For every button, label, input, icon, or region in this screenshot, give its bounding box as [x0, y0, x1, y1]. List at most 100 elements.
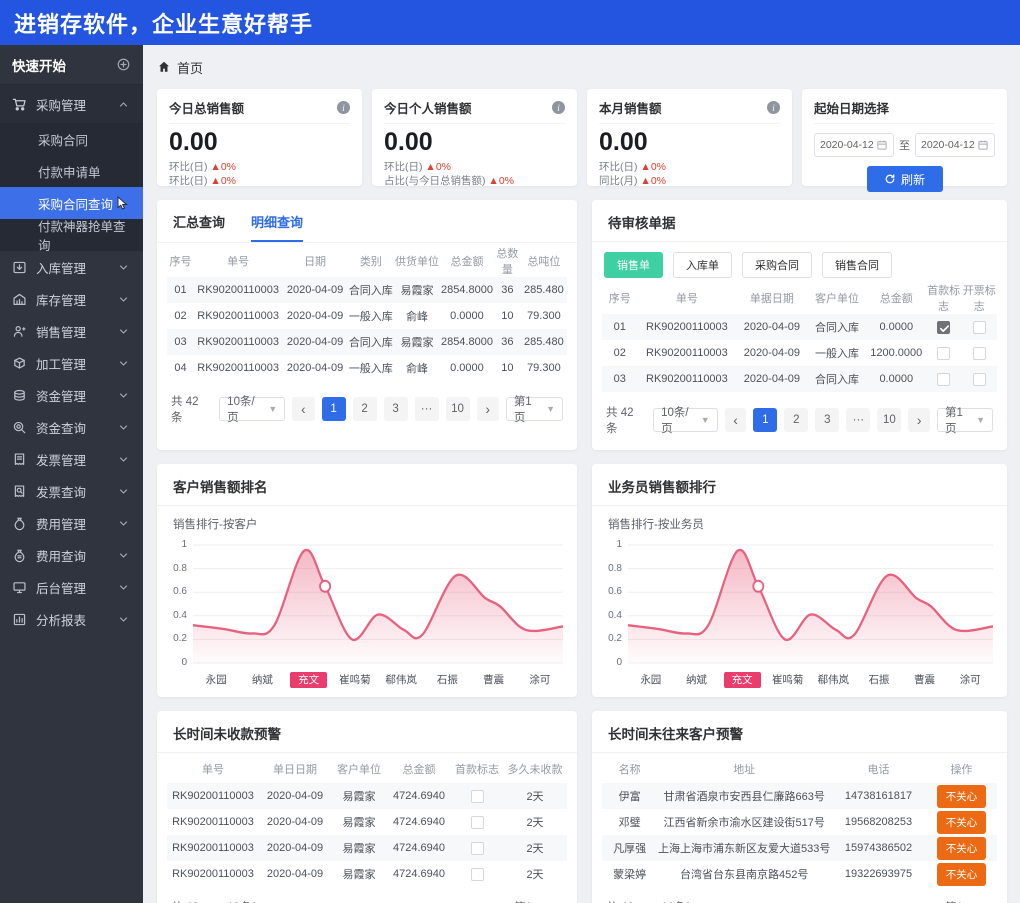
table-row[interactable]: 蒙梁婷 台湾省台东县南京路452号 19322693975 不关心 — [602, 861, 997, 887]
x-category-label[interactable]: 涂可 — [529, 674, 551, 686]
info-icon[interactable]: i — [337, 101, 350, 114]
sidebar-item[interactable]: 销售管理 — [0, 315, 143, 347]
tab-summary-query[interactable]: 汇总查询 — [173, 215, 226, 230]
x-category-label[interactable]: 充文 — [286, 672, 332, 688]
page-number-1[interactable]: 1 — [321, 397, 346, 421]
audit-tag-0[interactable]: 销售单 — [604, 252, 663, 278]
sidebar-item[interactable]: 加工管理 — [0, 347, 143, 379]
x-category-label[interactable]: 曹震 — [483, 674, 505, 686]
checkbox[interactable] — [972, 346, 986, 360]
table-cell: 2020-04-09 — [266, 790, 324, 802]
sidebar-item[interactable]: 分析报表 — [0, 603, 143, 635]
checkbox[interactable] — [470, 789, 484, 803]
prev-page-button[interactable]: ‹ — [724, 408, 747, 432]
page-size-select[interactable]: 10条/页 ▼ — [653, 407, 718, 435]
table-row[interactable]: 02 RK90200110003 2020-04-09 一般入库 俞峰 0.0000 10 7… — [167, 303, 567, 329]
x-category-label[interactable]: 郗伟岚 — [385, 674, 417, 686]
table-row[interactable]: 02 RK90200110003 2020-04-09 一般入库 1200.0000 — [602, 340, 997, 366]
prev-page-button[interactable]: ‹ — [292, 397, 315, 421]
table-row[interactable]: 03 RK90200110003 2020-04-09 合同入库 易霞家 2854.800… — [167, 329, 567, 355]
not-care-button[interactable]: 不关心 — [936, 862, 987, 886]
checkbox[interactable] — [937, 372, 951, 386]
breadcrumb-home[interactable]: 首页 — [177, 60, 204, 76]
x-category-label[interactable]: 纳斌 — [251, 674, 273, 686]
table-row[interactable]: 01 RK90200110003 2020-04-09 合同入库 0.0000 — [602, 314, 997, 340]
sidebar-subitem[interactable]: 付款申请单 — [0, 155, 143, 187]
sidebar-item[interactable]: 库存管理 — [0, 283, 143, 315]
sidebar-item[interactable]: 发票管理 — [0, 443, 143, 475]
page-number-2[interactable]: 2 — [784, 408, 809, 432]
sidebar-item[interactable]: 资金查询 — [0, 411, 143, 443]
sidebar-item[interactable]: 资金管理 — [0, 379, 143, 411]
page-ellipsis[interactable]: ··· — [846, 408, 871, 432]
page-number-3[interactable]: 3 — [815, 408, 840, 432]
x-category-label[interactable]: 充文 — [719, 672, 765, 688]
page-number-10[interactable]: 10 — [445, 397, 470, 421]
x-category-label[interactable]: 崔鸣菊 — [339, 674, 371, 686]
table-row[interactable]: RK90200110003 2020-04-09 易霞家 4724.6940 2天 — [167, 783, 567, 809]
x-category-label[interactable]: 涂可 — [959, 674, 981, 686]
sidebar-item-purchase-management[interactable]: 采购管理 — [0, 85, 143, 123]
table-row[interactable]: 邓璧 江西省新余市渝水区建设街517号 19568208253 不关心 — [602, 809, 997, 835]
table-row[interactable]: RK90200110003 2020-04-09 易霞家 4724.6940 2天 — [167, 835, 567, 861]
page-jump-select[interactable]: 第1页 ▼ — [937, 407, 993, 435]
checkbox[interactable] — [470, 815, 484, 829]
checkbox[interactable] — [972, 320, 986, 334]
x-category-label[interactable]: 纳斌 — [685, 674, 707, 686]
page-number-3[interactable]: 3 — [383, 397, 408, 421]
page-jump-select[interactable]: 第1页 ▼ — [505, 396, 563, 424]
chart-marker[interactable] — [319, 579, 332, 593]
table-row[interactable]: 01 RK90200110003 2020-04-09 合同入库 易霞家 2854.800… — [167, 277, 567, 303]
table-row[interactable]: RK90200110003 2020-04-09 易霞家 4724.6940 2天 — [167, 809, 567, 835]
checkbox[interactable] — [470, 867, 484, 881]
refresh-button[interactable]: 刷新 — [866, 166, 943, 192]
home-icon[interactable] — [157, 60, 171, 74]
x-category-label[interactable]: 石振 — [436, 674, 458, 686]
x-category-label[interactable]: 曹震 — [914, 674, 936, 686]
page-number-2[interactable]: 2 — [352, 397, 377, 421]
not-care-button[interactable]: 不关心 — [936, 784, 987, 808]
plus-circle-icon[interactable] — [116, 57, 131, 72]
x-category-label[interactable]: 永园 — [205, 674, 227, 686]
x-category-label[interactable]: 石振 — [868, 674, 890, 686]
info-icon[interactable]: i — [552, 101, 565, 114]
page-ellipsis[interactable]: ··· — [414, 397, 439, 421]
x-category-label[interactable]: 郗伟岚 — [817, 674, 850, 686]
end-date-input[interactable]: 2020-04-12 — [915, 133, 995, 157]
sidebar-subitem[interactable]: 采购合同 — [0, 123, 143, 155]
sidebar-item[interactable]: 发票查询 — [0, 475, 143, 507]
sidebar-item[interactable]: 后台管理 — [0, 571, 143, 603]
table-row[interactable]: 伊富 甘肃省酒泉市安西县仁廉路663号 14738161817 不关心 — [602, 783, 997, 809]
audit-tag-3[interactable]: 销售合同 — [822, 252, 892, 278]
table-row[interactable]: 03 RK90200110003 2020-04-09 合同入库 0.0000 — [602, 366, 997, 392]
next-page-button[interactable]: › — [476, 397, 499, 421]
next-page-button[interactable]: › — [908, 408, 931, 432]
table-row[interactable]: 04 RK90200110003 2020-04-09 一般入库 俞峰 0.0000 10 7… — [167, 355, 567, 381]
checkbox[interactable] — [470, 841, 484, 855]
table-row[interactable]: RK90200110003 2020-04-09 易霞家 4724.6940 2天 — [167, 861, 567, 887]
sidebar-item[interactable]: 费用管理 — [0, 507, 143, 539]
checkbox[interactable] — [937, 320, 951, 334]
info-icon[interactable]: i — [767, 101, 780, 114]
page-number-1[interactable]: 1 — [753, 408, 778, 432]
audit-tag-2[interactable]: 采购合同 — [742, 252, 812, 278]
sidebar-item[interactable]: 费用查询 — [0, 539, 143, 571]
sidebar-subitem[interactable]: 付款神器抢单查询 — [0, 219, 143, 253]
page-size-select[interactable]: 10条/页 ▼ — [219, 396, 286, 424]
x-category-label[interactable]: 崔鸣菊 — [771, 674, 804, 686]
tab-detail-query[interactable]: 明细查询 — [251, 212, 304, 242]
not-care-button[interactable]: 不关心 — [936, 836, 987, 860]
sidebar-subitem[interactable]: 采购合同查询 — [0, 187, 143, 219]
page-number-10[interactable]: 10 — [877, 408, 902, 432]
checkbox[interactable] — [972, 372, 986, 386]
chart-marker[interactable] — [752, 579, 765, 593]
audit-tag-1[interactable]: 入库单 — [673, 252, 732, 278]
sidebar-quick-start[interactable]: 快速开始 — [0, 45, 143, 85]
x-category-label[interactable]: 永园 — [640, 674, 662, 686]
start-date-input[interactable]: 2020-04-12 — [814, 133, 894, 157]
sidebar-item[interactable]: 入库管理 — [0, 251, 143, 283]
table-row[interactable]: 凡厚强 上海上海市浦东新区友爱大道533号 15974386502 不关心 — [602, 835, 997, 861]
checkbox[interactable] — [937, 346, 951, 360]
not-care-button[interactable]: 不关心 — [936, 810, 987, 834]
